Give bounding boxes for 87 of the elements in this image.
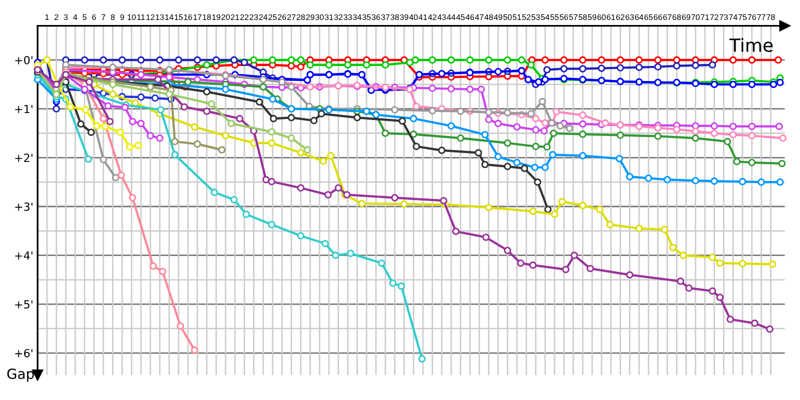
x-tick-label: 50	[503, 14, 512, 20]
x-tick-label: 7	[102, 14, 106, 20]
x-tick-label: 46	[466, 14, 474, 20]
x-tick-label: 5	[82, 14, 86, 20]
x-tick-label: 32	[334, 14, 342, 20]
y-tick-label: +0'	[15, 56, 32, 64]
x-tick-label: 70	[691, 14, 700, 20]
x-tick-label: 16	[184, 14, 192, 20]
x-tick-label: 62	[616, 14, 624, 20]
x-tick-label: 30	[315, 14, 324, 20]
x-tick-label: 11	[137, 14, 145, 20]
x-tick-label: 24	[259, 14, 268, 20]
x-axis-title: Time	[729, 38, 773, 52]
x-tick-label: 75	[738, 14, 747, 20]
x-tick-label: 77	[757, 14, 766, 20]
y-tick-label: +1'	[15, 104, 32, 114]
x-tick-label: 13	[156, 14, 164, 20]
x-tick-label: 63	[626, 14, 634, 20]
x-tick-label: 20	[222, 14, 230, 20]
x-tick-label: 43	[437, 14, 446, 20]
x-tick-label: 72	[710, 14, 718, 20]
x-tick-label: 27	[287, 14, 296, 20]
x-tick-label: 55	[550, 14, 559, 20]
y-tick-label: +3'	[15, 202, 32, 211]
x-tick-label: 3	[64, 14, 68, 20]
x-tick-label: 42	[428, 14, 436, 20]
x-tick-label: 68	[672, 14, 681, 20]
x-tick-label: 10	[128, 14, 136, 20]
x-tick-label: 54	[540, 14, 550, 20]
x-tick-label: 19	[212, 14, 220, 20]
x-tick-label: 67	[663, 14, 672, 20]
x-tick-label: 39	[400, 14, 408, 20]
x-tick-label: 64	[635, 14, 644, 20]
y-tick-label: +2'	[15, 154, 32, 162]
x-tick-label: 14	[165, 14, 174, 20]
x-tick-label: 33	[344, 14, 352, 20]
x-tick-label: 47	[475, 14, 484, 20]
x-tick-label: 38	[390, 14, 399, 20]
x-tick-label: 21	[230, 14, 240, 20]
x-tick-label: 45	[456, 14, 465, 20]
x-tick-label: 37	[381, 14, 390, 20]
y-tick-label: +5'	[15, 300, 32, 309]
x-tick-label: 15	[174, 14, 183, 20]
x-tick-label: 25	[268, 14, 277, 20]
x-tick-label: 29	[306, 14, 314, 20]
y-axis-title: Gap	[7, 368, 34, 382]
x-tick-label: 65	[644, 14, 653, 20]
x-tick-label: 60	[597, 14, 606, 20]
x-tick-label: 34	[352, 14, 362, 20]
x-tick-label: 41	[418, 14, 428, 20]
x-tick-label: 4	[73, 14, 78, 20]
x-tick-label: 18	[202, 14, 211, 20]
x-tick-label: 28	[296, 14, 305, 20]
y-tick-label: +6'	[15, 348, 32, 358]
x-tick-label: 1	[45, 14, 49, 20]
x-tick-label: 71	[700, 14, 709, 20]
x-tick-label: 22	[240, 14, 248, 20]
x-tick-label: 74	[729, 14, 738, 20]
x-tick-label: 26	[278, 14, 286, 20]
x-tick-label: 73	[720, 14, 728, 20]
x-tick-label: 53	[532, 14, 540, 20]
x-tick-label: 44	[446, 14, 456, 20]
x-tick-label: 57	[569, 14, 578, 20]
x-tick-label: 31	[324, 14, 334, 20]
x-tick-label: 12	[146, 14, 154, 20]
x-tick-label: 52	[522, 14, 530, 20]
x-tick-label: 78	[766, 14, 775, 20]
x-tick-label: 36	[372, 14, 380, 20]
x-tick-label: 17	[194, 14, 202, 20]
x-tick-label: 76	[748, 14, 756, 20]
x-tick-label: 59	[588, 14, 596, 20]
x-tick-label: 48	[484, 14, 493, 20]
x-tick-label: 61	[606, 14, 616, 20]
x-tick-label: 6	[92, 14, 96, 20]
x-tick-label: 49	[494, 14, 502, 20]
x-tick-label: 51	[512, 14, 522, 20]
x-tick-label: 40	[409, 14, 418, 20]
x-tick-label: 69	[682, 14, 690, 20]
x-tick-label: 9	[120, 14, 124, 20]
x-tick-label: 56	[560, 14, 568, 20]
x-tick-label: 58	[578, 14, 587, 20]
x-tick-label: 2	[54, 14, 58, 20]
x-tick-label: 35	[362, 14, 371, 20]
x-tick-label: 8	[110, 14, 115, 20]
x-tick-label: 23	[250, 14, 258, 20]
x-tick-label: 66	[654, 14, 662, 20]
y-tick-label: +4'	[15, 251, 32, 260]
